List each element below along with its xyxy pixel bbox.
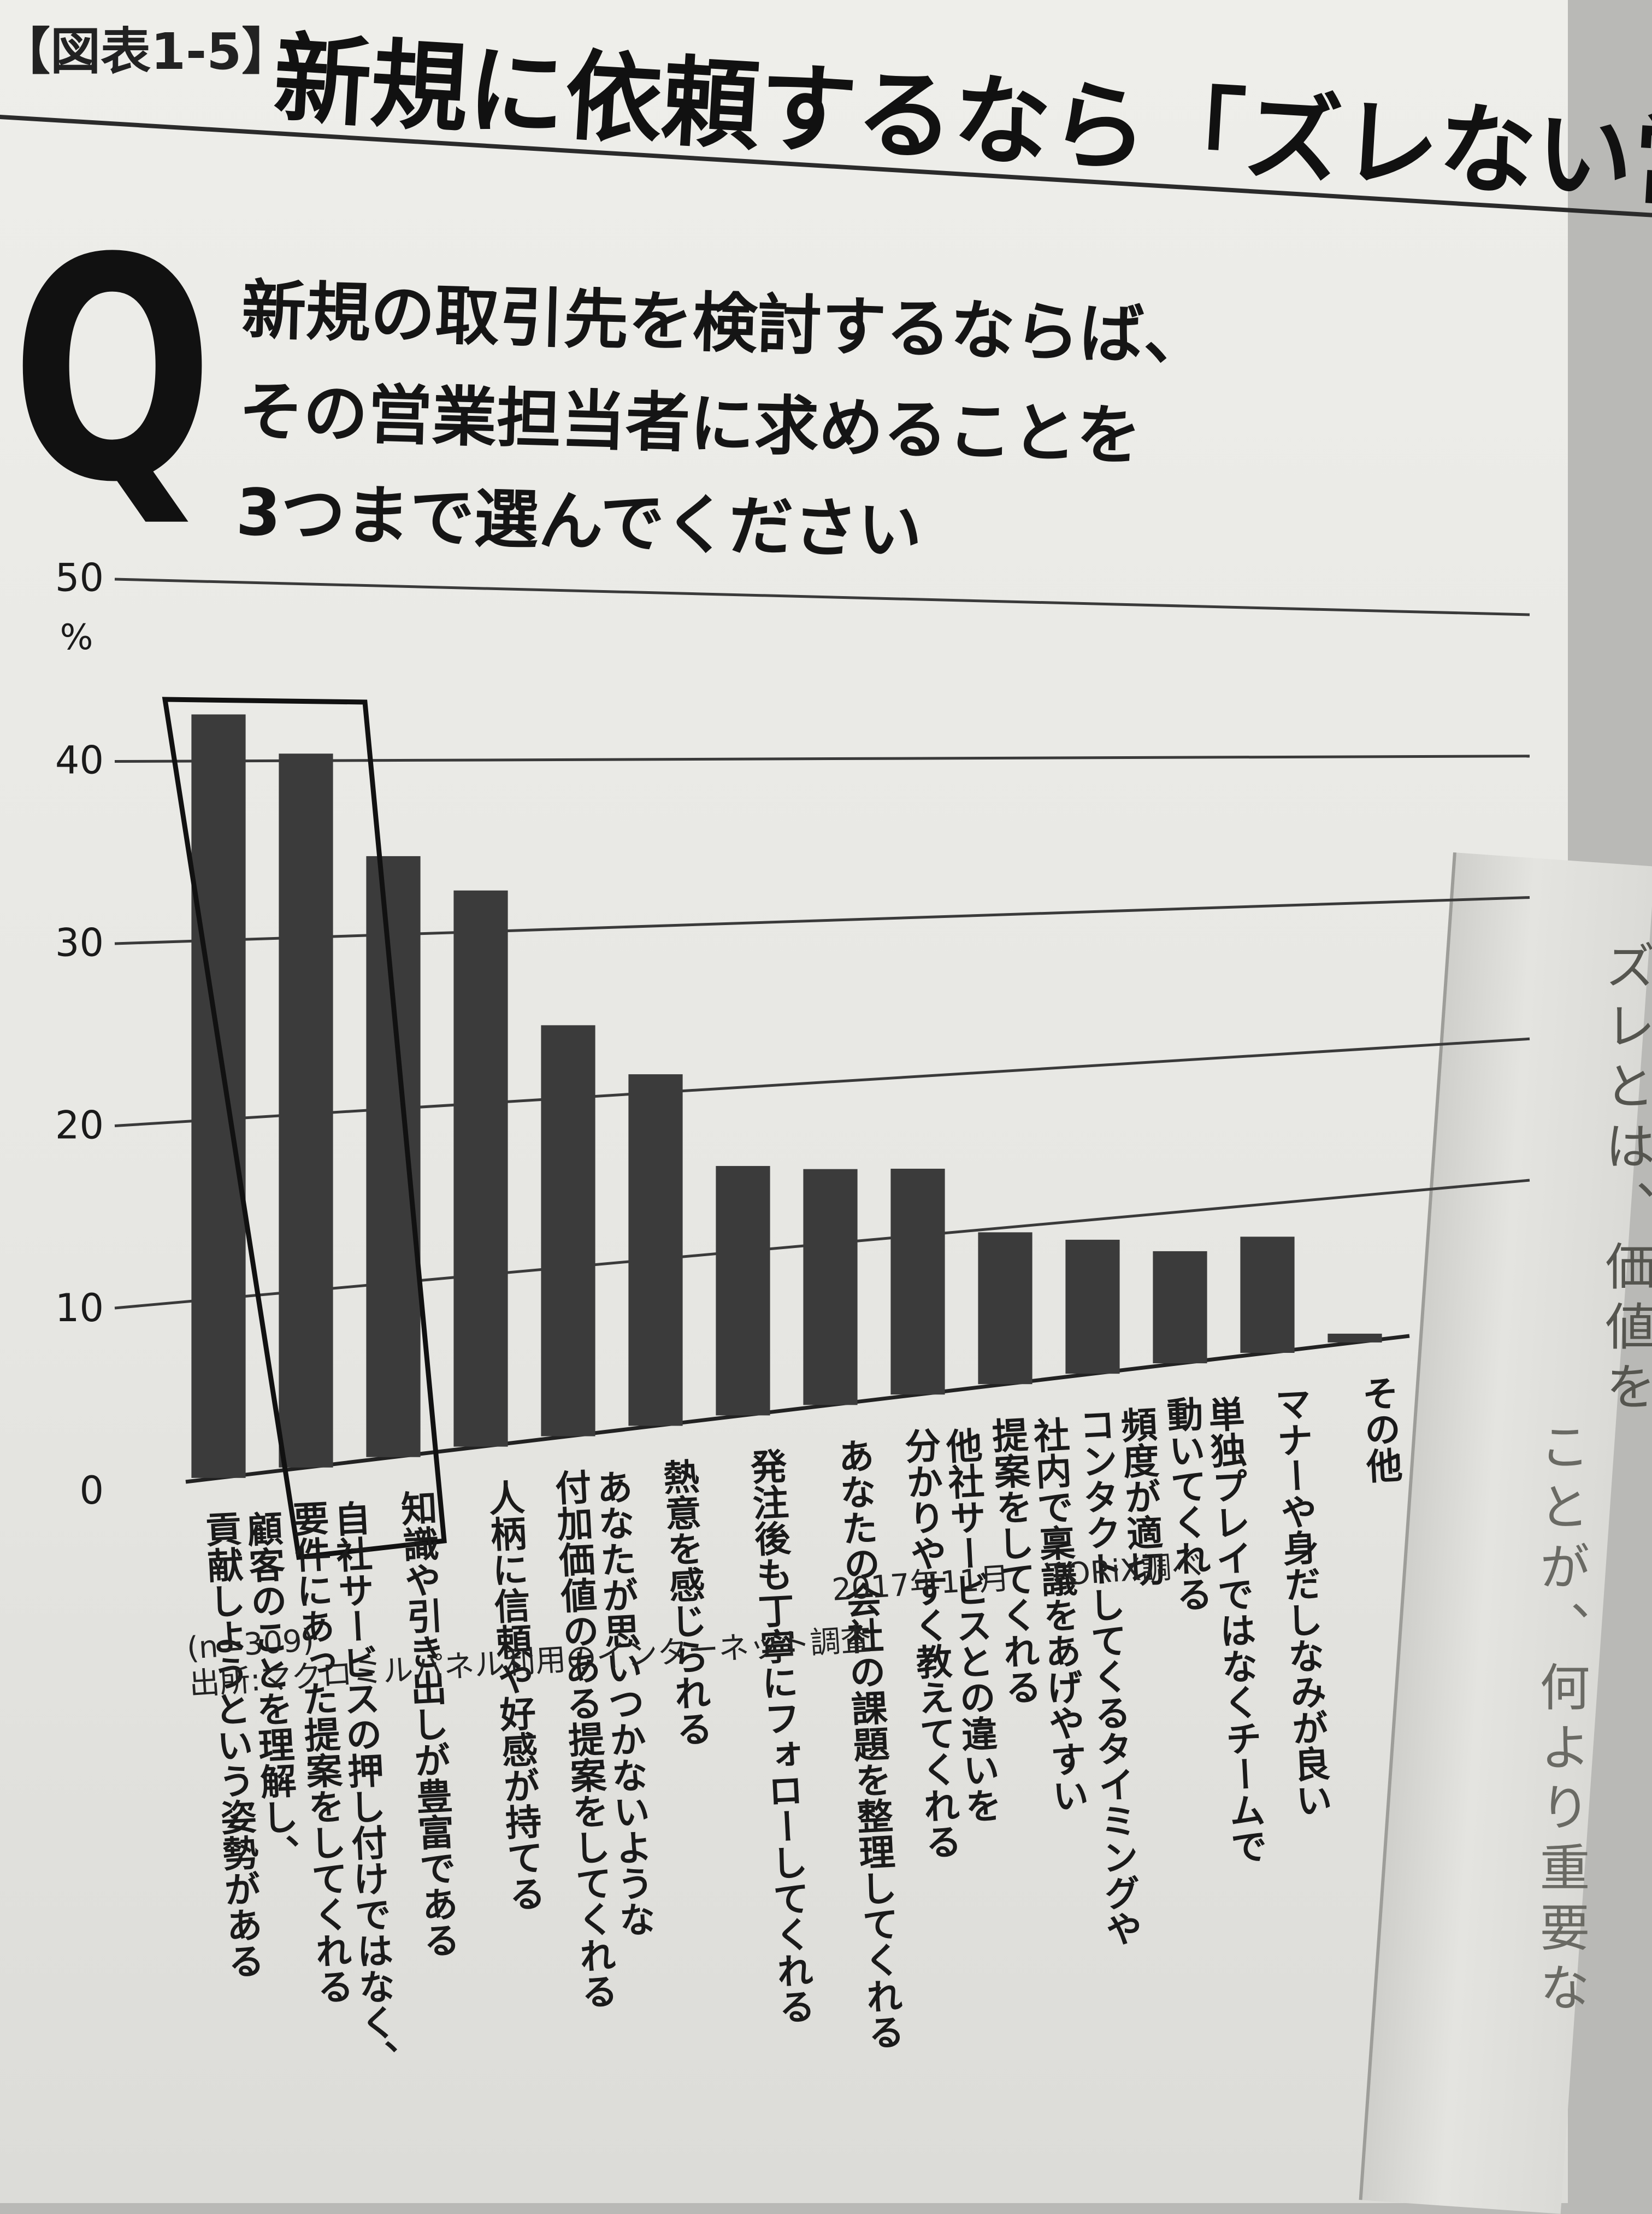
figure-label: 【図表1-5】 <box>0 22 292 81</box>
bar-6 <box>628 1074 683 1426</box>
gridline <box>114 896 1530 945</box>
bar-9 <box>890 1168 945 1395</box>
bar-2 <box>279 753 333 1468</box>
y-tick-label: 50 <box>55 555 104 600</box>
highlight-box <box>162 697 447 1560</box>
next-page-text-2: ことが、何より重要な <box>1531 1421 1590 2022</box>
book-page <box>0 0 1568 2203</box>
gridline <box>114 578 1530 616</box>
bar-10 <box>978 1232 1032 1385</box>
bar-13 <box>1240 1236 1295 1353</box>
category-label-11: 頻度が適切 <box>1114 1405 1166 1588</box>
category-label-12: 単独プレイではなくチームで <box>1202 1395 1268 1865</box>
category-label-7: 発注後も丁寧にフォローしてくれる <box>744 1447 816 2025</box>
y-tick-label: 40 <box>55 738 104 783</box>
y-unit-label: % <box>60 617 93 658</box>
bar-7 <box>716 1165 770 1416</box>
bar-1 <box>191 714 246 1478</box>
category-label-8: あなたの会社の課題を整理してくれる <box>831 1436 906 2051</box>
question-mark: Q <box>11 193 214 550</box>
bar-11 <box>1065 1239 1120 1374</box>
y-tick-label: 20 <box>55 1103 104 1148</box>
y-tick-label: 30 <box>55 921 104 965</box>
bar-12 <box>1153 1251 1207 1364</box>
next-page-text: ズレとは、価値を <box>1597 940 1652 1421</box>
gridline <box>114 1037 1530 1127</box>
category-label-14: その他 <box>1356 1374 1404 1485</box>
y-tick-label: 10 <box>55 1286 104 1330</box>
y-tick-label: 0 <box>79 1468 104 1513</box>
bar-3 <box>366 856 421 1457</box>
bar-8 <box>803 1169 858 1405</box>
bar-4 <box>453 890 508 1447</box>
gridline <box>114 755 1530 763</box>
category-label-13: マナーや身だしなみが良い <box>1268 1385 1333 1819</box>
bar-14 <box>1328 1333 1382 1342</box>
category-label-3: 知識や引き出しが豊富である <box>394 1489 461 1959</box>
bar-5 <box>541 1025 595 1436</box>
category-label-4: 人柄に信頼や好感が持てる <box>482 1479 547 1913</box>
